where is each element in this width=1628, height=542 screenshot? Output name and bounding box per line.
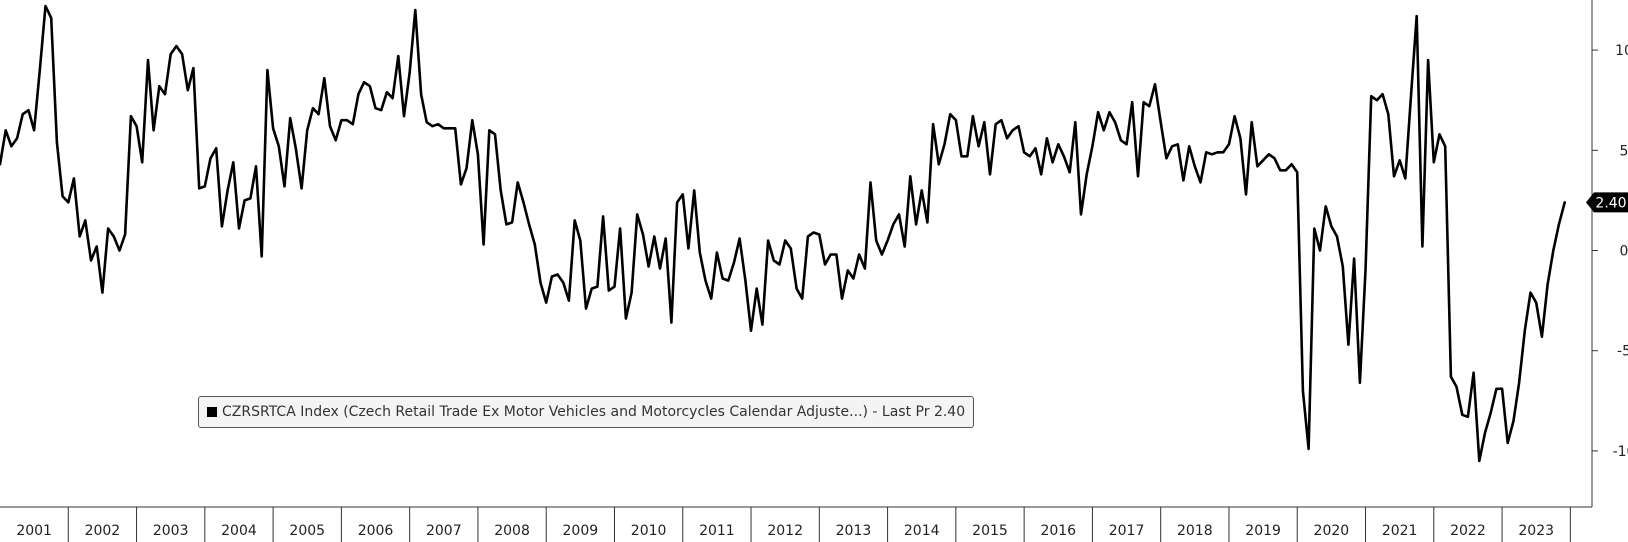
x-tick-label: 2002 [85,523,121,539]
x-tick-label: 2001 [16,523,52,539]
x-tick-label: 2019 [1245,523,1281,539]
x-tick-label: 2020 [1314,523,1350,539]
x-tick-label: 2015 [972,523,1008,539]
last-value-marker [1586,192,1628,213]
x-tick-label: 2014 [904,523,940,539]
x-tick-label: 2004 [221,523,257,539]
x-tick-label: 2013 [836,523,872,539]
x-tick-label: 2005 [289,523,325,539]
chart-legend: CZRSRTCA Index (Czech Retail Trade Ex Mo… [198,396,975,428]
legend-text: CZRSRTCA Index (Czech Retail Trade Ex Mo… [222,404,966,420]
last-value-label: 2.40 [1595,195,1626,211]
y-tick-label: 10 [1615,43,1628,59]
x-tick-label: 2018 [1177,523,1213,539]
x-tick-label: 2007 [426,523,462,539]
x-tick-label: 2012 [767,523,803,539]
y-tick-label: -10 [1613,444,1628,460]
x-tick-label: 2009 [563,523,599,539]
x-tick-label: 2016 [1040,523,1076,539]
y-tick-label: 5 [1620,143,1628,159]
series-line [0,4,1566,463]
x-tick-label: 2022 [1450,523,1486,539]
x-tick-label: 2008 [494,523,530,539]
x-tick-label: 2017 [1109,523,1145,539]
x-tick-label: 2003 [153,523,189,539]
x-tick-label: 2006 [358,523,394,539]
x-tick-label: 2011 [699,523,735,539]
y-tick-label: -5 [1617,344,1628,360]
x-tick-label: 2023 [1518,523,1554,539]
x-tick-label: 2010 [631,523,667,539]
legend-swatch [207,407,217,417]
y-tick-label: 0 [1620,243,1628,259]
x-tick-label: 2021 [1382,523,1418,539]
